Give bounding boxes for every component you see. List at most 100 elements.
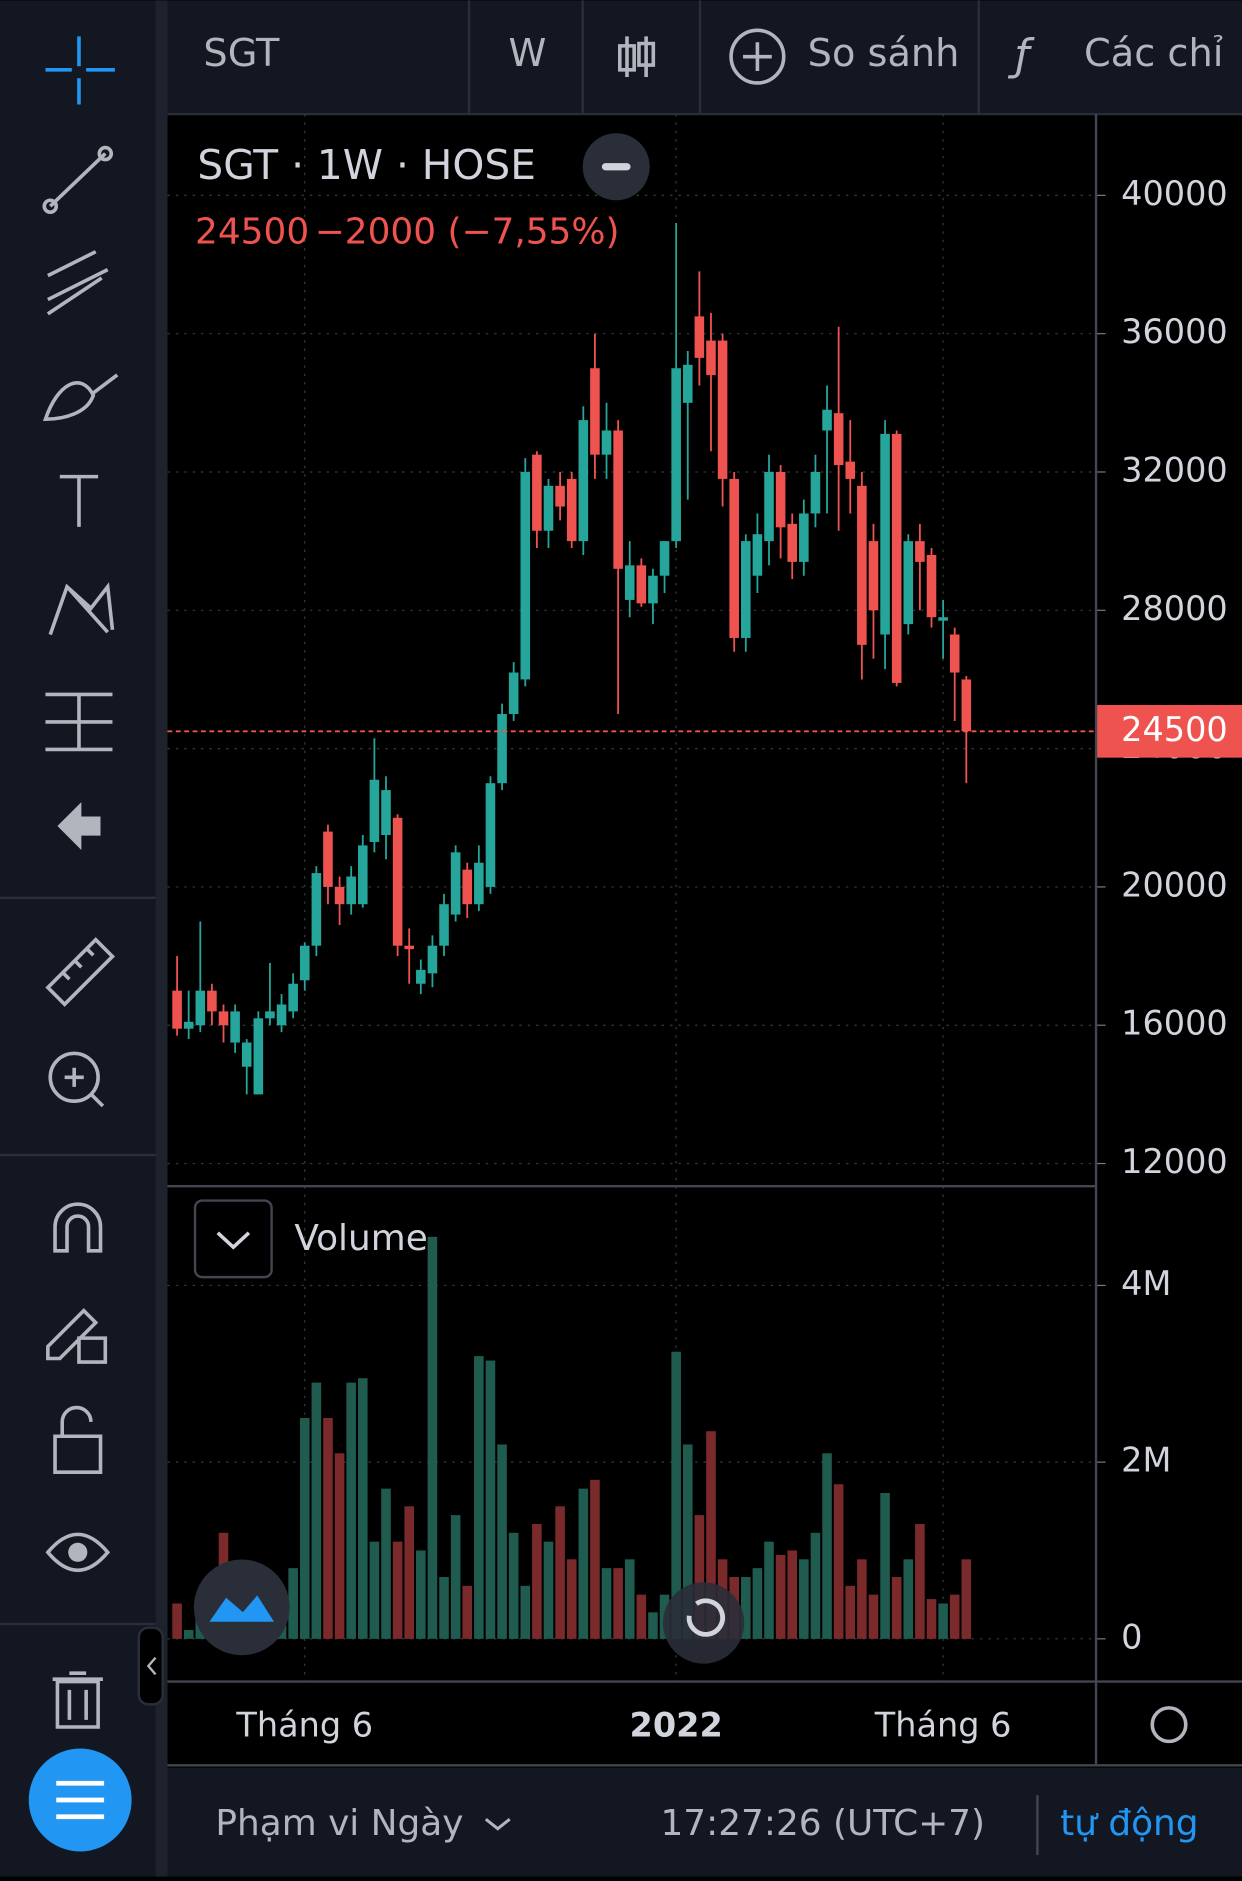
auto-scale-button[interactable]: tự động (1060, 1803, 1198, 1844)
trend-line-icon[interactable] (49, 152, 107, 208)
y-tick-label: 16000 (1121, 1004, 1228, 1043)
candle-body (427, 945, 438, 974)
candle-body (682, 364, 693, 403)
volume-bar (311, 1382, 322, 1639)
magnet-icon[interactable] (53, 1202, 103, 1253)
settings-icon[interactable] (1150, 1706, 1188, 1744)
measure-icon[interactable] (45, 692, 113, 752)
candle-body (253, 1018, 264, 1095)
candle-body (288, 983, 298, 1012)
candle-body (764, 471, 774, 542)
price-tag-label: 24500 (1121, 710, 1228, 749)
candle-body (590, 368, 600, 455)
candle-body (799, 513, 809, 562)
candle-body (729, 478, 739, 638)
candle-body (381, 790, 391, 836)
volume-bar (172, 1603, 182, 1639)
ruler-icon[interactable] (45, 937, 116, 1007)
volume-bar (671, 1351, 681, 1639)
candle-body (311, 873, 322, 946)
volume-bar (590, 1479, 600, 1639)
candle-body (450, 852, 461, 915)
candle-body (926, 554, 937, 618)
volume-bar (404, 1506, 414, 1639)
volume-bar (764, 1541, 774, 1639)
candle-body (938, 617, 948, 621)
candle-body (578, 420, 589, 542)
volume-bar (334, 1453, 345, 1639)
candle-body (613, 430, 623, 569)
volume-bar (508, 1532, 519, 1639)
candle-body (265, 1011, 275, 1019)
candle-body (218, 1011, 229, 1026)
candle-body (752, 534, 763, 576)
eye-icon[interactable] (45, 1532, 111, 1573)
candle-body (868, 541, 879, 611)
candle-body (601, 430, 612, 455)
pattern-icon[interactable] (48, 582, 115, 636)
x-tick-label: Tháng 6 (874, 1706, 1012, 1745)
indicators-button[interactable]: Các chỉ (1084, 31, 1223, 76)
candle-body (404, 945, 414, 950)
brush-icon[interactable] (42, 373, 119, 422)
volume-bar (624, 1559, 635, 1639)
compare-button[interactable]: So sánh (808, 31, 960, 76)
trash-icon[interactable] (52, 1671, 103, 1729)
candle-body (334, 886, 345, 905)
volume-bar (961, 1559, 972, 1639)
candle-body (822, 409, 832, 431)
volume-bar (497, 1444, 507, 1639)
volume-bar (926, 1599, 937, 1639)
volume-bar (648, 1612, 658, 1639)
candle-body (416, 969, 426, 984)
lock-draw-icon[interactable] (46, 1308, 108, 1364)
volume-bar (416, 1550, 426, 1639)
y-tick-label: 36000 (1121, 312, 1228, 351)
volume-tick-label: 0 (1121, 1617, 1142, 1656)
text-icon[interactable] (59, 474, 99, 527)
range-button[interactable]: Phạm vi Ngày (215, 1803, 463, 1844)
volume-bar (845, 1585, 856, 1639)
candle-body (299, 945, 310, 981)
volume-bar (532, 1523, 542, 1639)
volume-bar (903, 1559, 914, 1639)
candle-body (358, 845, 368, 905)
volume-bar (358, 1378, 368, 1639)
price-tag (1096, 704, 1242, 758)
candle-body (276, 1004, 287, 1026)
logo-button[interactable] (193, 1559, 290, 1656)
volume-bar (949, 1594, 960, 1639)
volume-bar (613, 1568, 623, 1639)
zoom-icon[interactable] (64, 1067, 105, 1108)
unlock-icon[interactable] (53, 1405, 103, 1474)
reset-button[interactable] (662, 1582, 745, 1664)
volume-bar (833, 1484, 844, 1639)
y-tick-label: 40000 (1121, 174, 1228, 213)
chart-type-icon[interactable] (618, 36, 656, 77)
left-toolbar (0, 0, 156, 1877)
symbol-button[interactable]: SGT (203, 31, 280, 76)
volume-bar (694, 1515, 705, 1639)
candle-body (671, 368, 681, 542)
volume-bar (474, 1356, 484, 1639)
bottom-bar (167, 1767, 1242, 1877)
crosshair-icon[interactable] (45, 36, 115, 105)
volume-bar (369, 1541, 380, 1639)
candle-body (845, 461, 856, 479)
back-icon[interactable] (57, 802, 101, 850)
tool-icons[interactable] (0, 36, 164, 1852)
volume-toggle[interactable] (193, 1199, 273, 1279)
volume-bar (915, 1523, 925, 1639)
collapse-button[interactable] (137, 1626, 164, 1706)
x-tick-label: Tháng 6 (235, 1706, 373, 1745)
volume-bar (799, 1559, 809, 1639)
candle-body (787, 523, 798, 562)
volume-tick-label: 4M (1121, 1264, 1171, 1303)
volume-bar (880, 1493, 890, 1639)
fib-icon[interactable] (46, 250, 109, 316)
y-tick-label: 20000 (1121, 865, 1228, 904)
candle-body (497, 714, 507, 784)
candle-body (485, 783, 496, 887)
interval-button[interactable]: W (509, 31, 547, 76)
